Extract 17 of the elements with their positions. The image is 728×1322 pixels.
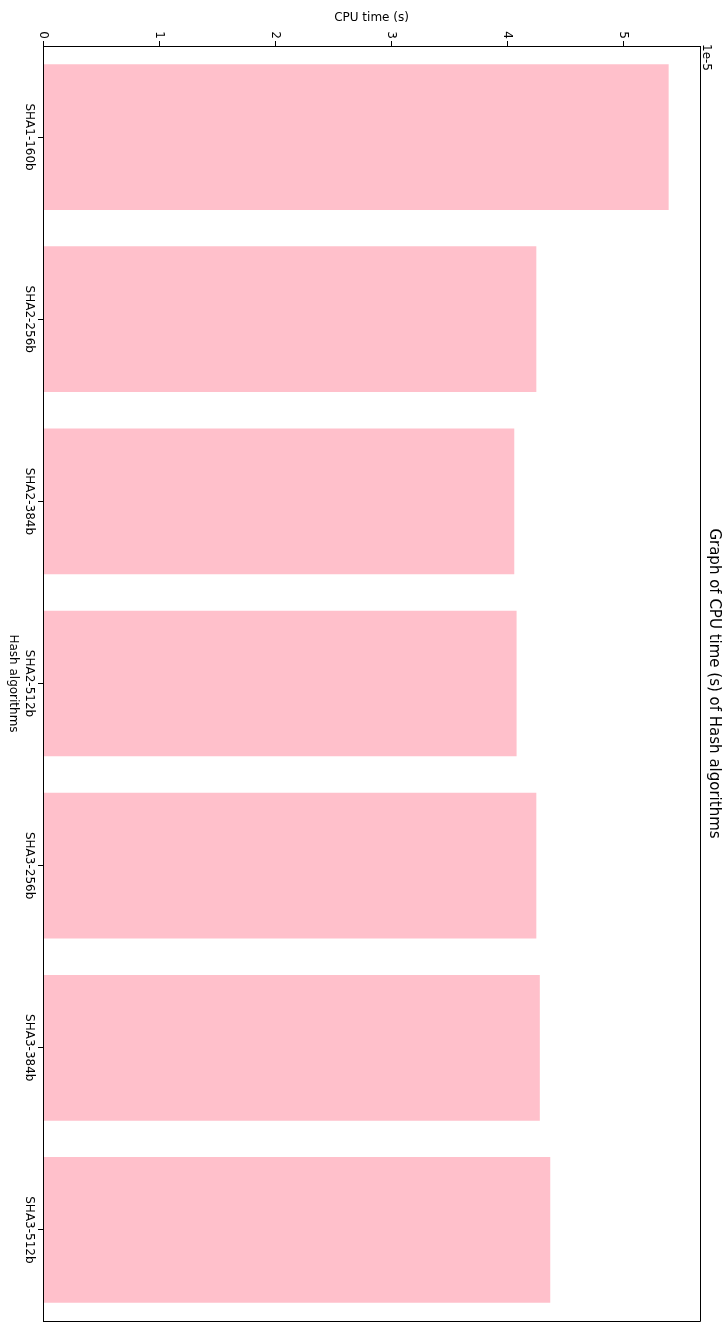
y-axis-title: Hash algorithms bbox=[6, 634, 21, 733]
x-tick-label: 3 bbox=[385, 31, 400, 39]
y-tick-label: SHA3-512b bbox=[22, 1196, 37, 1264]
x-tick-label: 2 bbox=[269, 31, 284, 39]
x-tick-label: 4 bbox=[501, 31, 516, 39]
y-tick-label: SHA1-160b bbox=[22, 103, 37, 171]
y-tick-label: SHA3-384b bbox=[22, 1014, 37, 1082]
annotation: 1e-5 bbox=[699, 44, 714, 71]
x-tick-label: 1 bbox=[152, 31, 167, 39]
y-tick-label: SHA2-384b bbox=[22, 467, 37, 536]
x-tick-label: 5 bbox=[617, 31, 632, 39]
x-tick-label: 0 bbox=[36, 31, 51, 39]
x-axis-title: CPU time (s) bbox=[334, 10, 409, 25]
y-tick-label: SHA3-256b bbox=[22, 831, 37, 900]
y-tick-label: SHA2-512b bbox=[22, 649, 37, 718]
text: Graph of CPU time (s) of Hash algorithms bbox=[706, 528, 725, 839]
y-tick-label: SHA2-256b bbox=[22, 285, 37, 353]
